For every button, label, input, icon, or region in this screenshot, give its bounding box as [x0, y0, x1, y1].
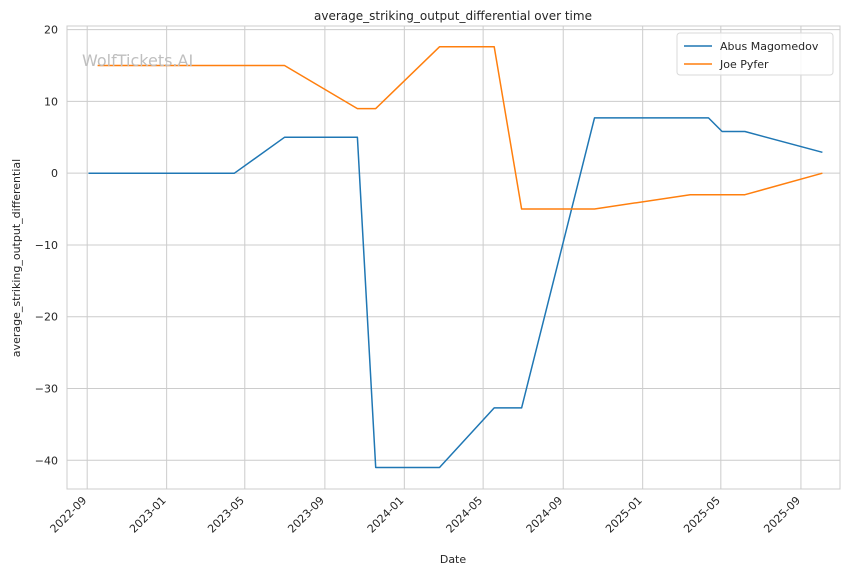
- x-axis-label: Date: [440, 553, 467, 566]
- chart-title: average_striking_output_differential ove…: [314, 9, 592, 23]
- grid: [67, 26, 840, 489]
- y-tick-label: −30: [35, 383, 58, 396]
- y-tick-label: 0: [51, 167, 58, 180]
- y-tick-label: −10: [35, 239, 58, 252]
- series-layer: [88, 46, 823, 469]
- x-tick-label: 2025-09: [761, 494, 803, 536]
- y-tick-label: −40: [35, 454, 58, 467]
- x-tick-label: 2024-05: [444, 494, 486, 536]
- y-tick-label: 20: [44, 24, 58, 37]
- plot-area: [66, 25, 841, 490]
- y-axis-label: average_striking_output_differential: [10, 159, 23, 357]
- x-tick-label: 2024-09: [524, 494, 566, 536]
- y-axis-ticks: 20 10 0 −10 −20 −30 −40: [35, 24, 58, 468]
- watermark: WolfTickets.AI: [82, 51, 193, 70]
- y-tick-label: −20: [35, 311, 58, 324]
- x-tick-label: 2024-01: [365, 494, 407, 536]
- legend-label: Abus Magomedov: [720, 40, 819, 53]
- x-tick-label: 2023-01: [127, 494, 169, 536]
- x-axis-ticks: 2022-09 2023-01 2023-05 2023-09 2024-01 2024-…: [48, 494, 803, 536]
- series-line: [97, 46, 823, 210]
- legend-label: Joe Pyfer: [719, 58, 769, 71]
- x-tick-label: 2025-01: [603, 494, 645, 536]
- y-tick-label: 10: [44, 95, 58, 108]
- legend-box: [676, 32, 834, 76]
- x-tick-label: 2023-09: [285, 494, 327, 536]
- x-tick-label: 2025-05: [681, 494, 723, 536]
- series-line: [88, 117, 823, 469]
- x-tick-label: 2022-09: [48, 494, 90, 536]
- x-tick-label: 2023-05: [205, 494, 247, 536]
- legend: Abus Magomedov Joe Pyfer: [676, 32, 834, 76]
